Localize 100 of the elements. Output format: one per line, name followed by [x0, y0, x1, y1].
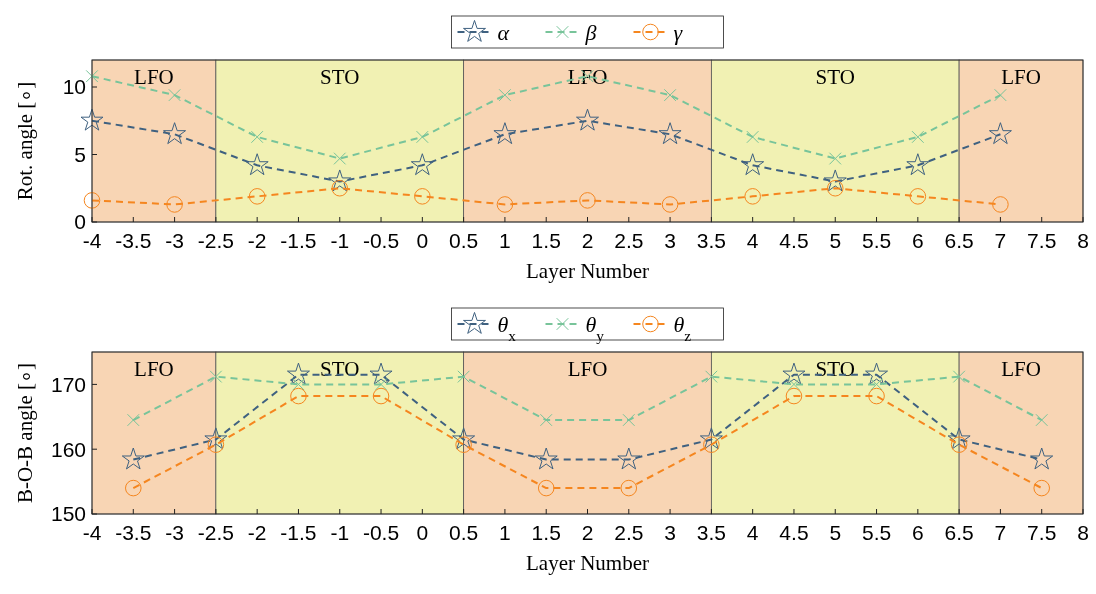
point	[911, 130, 925, 144]
band-label: STO	[320, 65, 360, 89]
point	[952, 370, 966, 383]
point	[579, 192, 596, 209]
point	[746, 130, 759, 144]
point	[988, 122, 1012, 145]
point	[865, 362, 889, 385]
x-tick-label: 0.5	[449, 229, 479, 252]
x-tick-label: 2.5	[614, 229, 644, 252]
x-tick-label: -3.5	[115, 521, 152, 544]
x-tick-label: -1	[330, 229, 350, 252]
point	[947, 427, 971, 450]
point	[166, 196, 183, 213]
point	[620, 479, 638, 497]
point	[622, 413, 636, 427]
point	[534, 447, 558, 470]
point	[868, 387, 885, 405]
y-tick-label: 160	[50, 437, 86, 461]
x-tick-label: 7.5	[1027, 229, 1057, 252]
x-tick-label: 8	[1077, 229, 1089, 252]
legend-label: β	[584, 19, 597, 45]
point	[493, 122, 517, 145]
point	[576, 108, 599, 131]
x-tick-label: -0.5	[362, 521, 400, 544]
point	[663, 88, 677, 102]
x-tick-label: 3.5	[696, 229, 726, 252]
band-label: LFO	[134, 65, 174, 89]
point	[248, 188, 266, 205]
point	[452, 427, 476, 450]
x-tick-label: 1.5	[531, 229, 561, 252]
point	[617, 447, 641, 470]
point	[994, 88, 1007, 102]
x-axis-title: Layer Number	[525, 259, 650, 283]
x-tick-label: 0.5	[449, 521, 479, 544]
x-tick-label: 4	[746, 229, 759, 252]
point	[823, 169, 847, 192]
x-tick-label: 2.5	[614, 521, 644, 544]
point	[498, 88, 512, 102]
point	[125, 479, 142, 497]
point	[828, 152, 842, 165]
legend-label: θ$_{z}$	[673, 311, 692, 344]
point	[209, 370, 223, 383]
point	[83, 192, 101, 209]
x-tick-label: -0.5	[362, 229, 400, 252]
point	[410, 153, 434, 176]
point	[787, 378, 801, 391]
band-label: STO	[815, 65, 855, 89]
band-label: LFO	[567, 357, 608, 381]
y-axis-title: Rot. angle [∘]	[13, 81, 37, 201]
point	[372, 387, 390, 405]
y-tick-label: 10	[62, 75, 86, 99]
x-tick-label: -1	[330, 521, 350, 544]
point	[204, 427, 228, 450]
x-tick-label: -3.5	[115, 229, 152, 252]
x-tick-label: 5.5	[861, 229, 892, 252]
x-tick-label: 4.5	[779, 521, 809, 544]
point	[699, 427, 723, 450]
y-tick-label: 5	[74, 142, 86, 166]
point	[870, 378, 883, 391]
x-tick-label: 1.5	[531, 521, 561, 544]
point	[1033, 479, 1050, 497]
x-tick-label: 5.5	[861, 521, 892, 544]
point	[1035, 413, 1049, 427]
point	[290, 387, 307, 405]
point	[992, 196, 1009, 213]
point	[250, 130, 264, 144]
point	[1030, 447, 1054, 470]
point	[496, 196, 514, 213]
x-tick-label: 2	[581, 229, 594, 252]
point	[245, 153, 269, 176]
band-label: LFO	[1001, 357, 1041, 381]
x-tick-label: 4	[746, 521, 759, 544]
x-tick-label: 7.5	[1027, 521, 1057, 544]
point	[658, 122, 682, 145]
point	[909, 188, 927, 205]
point	[785, 387, 803, 405]
point	[328, 169, 352, 192]
x-tick-label: 1	[499, 229, 511, 252]
x-tick-label: 5	[829, 521, 842, 544]
x-axis-title: Layer Number	[525, 551, 650, 575]
point	[539, 413, 553, 427]
x-tick-label: -2.5	[197, 229, 234, 252]
legend-label: α	[497, 19, 510, 45]
point	[414, 188, 431, 205]
point	[457, 370, 470, 383]
legend-label: θ$_{x}$	[497, 311, 517, 344]
band-label: STO	[815, 357, 855, 381]
point	[292, 378, 305, 391]
point	[906, 153, 930, 176]
point	[286, 362, 310, 385]
x-tick-label: 8	[1077, 521, 1089, 544]
point	[333, 152, 347, 165]
point	[744, 188, 761, 205]
x-tick-label: 6.5	[944, 521, 974, 544]
point	[85, 69, 99, 83]
point	[121, 447, 145, 470]
x-tick-label: 3.5	[696, 521, 726, 544]
point	[416, 130, 429, 144]
legend-label: θ$_{y}$	[585, 311, 605, 344]
x-tick-label: 7	[994, 521, 1007, 544]
